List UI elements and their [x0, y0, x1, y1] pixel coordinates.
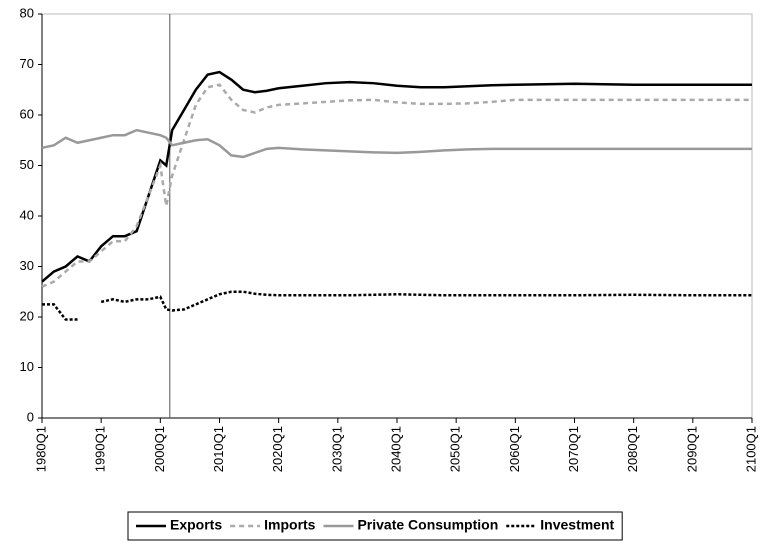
- series-line: [42, 303, 78, 321]
- legend-label: Private Consumption: [357, 517, 498, 533]
- y-tick-label: 40: [20, 207, 34, 222]
- x-tick-label: 2080Q1: [625, 426, 640, 472]
- y-tick-label: 20: [20, 308, 34, 323]
- x-tick-label: 2040Q1: [388, 426, 403, 472]
- legend-label: Imports: [264, 517, 316, 533]
- y-tick-label: 70: [20, 56, 34, 71]
- x-tick-label: 2010Q1: [211, 426, 226, 472]
- series-line: [41, 70, 752, 283]
- y-tick-label: 80: [20, 5, 34, 20]
- x-tick-label: 2050Q1: [448, 426, 463, 472]
- y-tick-label: 60: [20, 106, 34, 121]
- y-tick-label: 10: [20, 359, 34, 374]
- x-tick-label: 1990Q1: [93, 426, 108, 472]
- x-tick-label: 1980Q1: [33, 426, 48, 472]
- series-line: [41, 83, 752, 288]
- plot-frame: [41, 13, 753, 419]
- x-tick-label: 2030Q1: [329, 426, 344, 472]
- x-tick-label: 2070Q1: [566, 426, 581, 472]
- y-tick-label: 50: [20, 157, 34, 172]
- x-tick-label: 2060Q1: [507, 426, 522, 472]
- legend: Exports Imports Private Consumption Investm…: [127, 511, 623, 541]
- x-tick-label: 2020Q1: [270, 426, 285, 472]
- y-tick-label: 30: [20, 258, 34, 273]
- y-tick-label: 0: [27, 409, 34, 424]
- x-tick-label: 2000Q1: [152, 426, 167, 472]
- legend-label: Exports: [170, 517, 222, 533]
- x-tick-label: 2100Q1: [743, 426, 758, 472]
- series-line: [100, 290, 752, 312]
- series-line: [41, 128, 752, 159]
- legend-label: Investment: [540, 517, 614, 533]
- x-tick-label: 2090Q1: [684, 426, 699, 472]
- legend-box: [127, 511, 623, 541]
